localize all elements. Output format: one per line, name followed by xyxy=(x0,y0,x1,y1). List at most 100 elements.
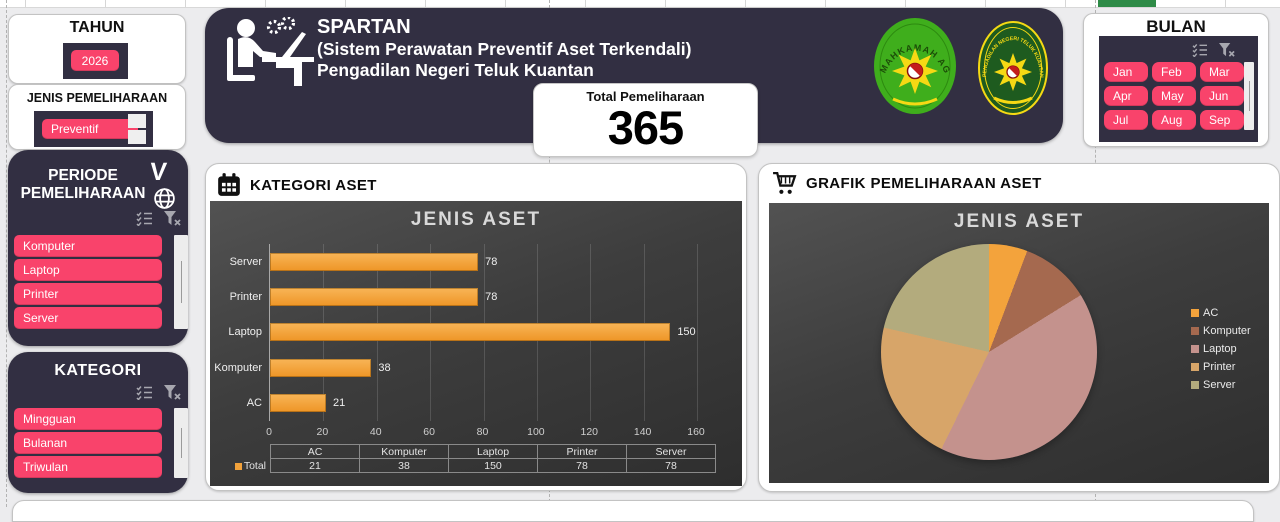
x-tick-label: 160 xyxy=(687,426,705,438)
periode-slicer-toolbar xyxy=(136,210,182,227)
bar xyxy=(270,288,479,307)
multi-select-icon[interactable] xyxy=(1192,43,1208,57)
bar-value-label: 21 xyxy=(333,397,346,410)
gridline xyxy=(697,244,698,421)
periode-slicer-item[interactable]: Server xyxy=(14,307,162,329)
person-at-desk-icon xyxy=(227,17,314,86)
tahun-slicer-box: 2026 xyxy=(63,43,128,79)
bulan-slicer-item[interactable]: Aug xyxy=(1152,110,1196,130)
kategori-slicer-item[interactable]: Bulanan xyxy=(14,432,162,454)
bar-value-label: 78 xyxy=(485,291,498,304)
bulan-slicer-item[interactable]: Jun xyxy=(1200,86,1244,106)
pie xyxy=(881,244,1097,460)
kategori-title: KATEGORI xyxy=(54,362,142,379)
periode-scrollbar[interactable] xyxy=(174,235,188,329)
table-header-cell: Printer xyxy=(537,444,627,459)
legend-marker-icon xyxy=(1191,309,1199,317)
bulan-slicer-item[interactable]: Feb xyxy=(1152,62,1196,82)
highlighted-cell xyxy=(1098,0,1156,7)
calendar-icon xyxy=(218,173,240,196)
bar xyxy=(270,252,479,271)
app-subtitle-2: Pengadilan Negeri Teluk Kuantan xyxy=(317,60,594,80)
page-break-line xyxy=(6,0,7,507)
globe-icon xyxy=(154,188,175,209)
bulan-slicer-item[interactable]: Jul xyxy=(1104,110,1148,130)
x-tick-label: 60 xyxy=(423,426,435,438)
bar xyxy=(270,323,671,342)
legend-label: Server xyxy=(1203,379,1236,391)
bar-plot: Server 78 Printer 78 Laptop 150 Komputer 38 AC 21 xyxy=(214,244,698,421)
periode-slicer-item[interactable]: Komputer xyxy=(14,235,162,257)
kategori-aset-card: KATEGORI ASET JENIS ASET Server 78 Printer… xyxy=(205,163,747,491)
bulan-slicer-item[interactable]: Sep xyxy=(1200,110,1244,130)
legend-marker-icon xyxy=(1191,345,1199,353)
bulan-slicer-toolbar xyxy=(1192,42,1236,58)
periode-slicer-panel: PERIODE PEMELIHARAAN V Komputer Laptop Pri… xyxy=(8,150,188,346)
bulan-scrollbar[interactable] xyxy=(1244,62,1254,130)
total-label: Total Pemeliharaan xyxy=(586,89,705,104)
x-tick-label: 20 xyxy=(316,426,329,438)
bar-category-label: Laptop xyxy=(228,326,262,339)
table-value-cell: 21 xyxy=(270,458,360,473)
app-title: SPARTAN xyxy=(317,16,411,38)
multi-select-icon[interactable] xyxy=(136,211,153,226)
bulan-slicer-item[interactable]: Jan xyxy=(1104,62,1148,82)
bar-row: AC 21 xyxy=(247,386,697,421)
tahun-filter-card: TAHUN 2026 xyxy=(8,14,186,84)
clear-filter-icon[interactable] xyxy=(1218,42,1236,58)
bulan-slicer-item[interactable]: Mar xyxy=(1200,62,1244,82)
bar-row: Printer 78 xyxy=(230,279,697,314)
jenis-filter-card: JENIS PEMELIHARAAN Preventif xyxy=(8,84,186,150)
shopping-cart-icon xyxy=(773,171,797,194)
bar-data-table: AC Komputer Laptop Printer Server Total 21 38 15… xyxy=(226,444,716,473)
table-header-cell: Komputer xyxy=(359,444,449,459)
multi-select-icon[interactable] xyxy=(136,385,153,400)
bar-value-label: 78 xyxy=(485,255,498,268)
x-tick-label: 0 xyxy=(266,426,272,438)
bar-row: Komputer 38 xyxy=(214,350,697,385)
bulan-slicer-item[interactable]: May xyxy=(1152,86,1196,106)
bar-section-heading: KATEGORI ASET xyxy=(250,176,377,194)
pie-legend: AC Komputer Laptop Printer Server xyxy=(1191,307,1251,391)
periode-slicer-list: Komputer Laptop Printer Server xyxy=(14,235,162,329)
bulan-filter-card: BULAN Jan Feb Mar Apr May Jun Jul Aug Sep xyxy=(1083,13,1269,147)
bar-chart: JENIS ASET Server 78 Printer 78 Laptop 150 Kom… xyxy=(210,201,742,486)
table-legend-spacer xyxy=(226,445,271,459)
total-pemeliharaan-card: Total Pemeliharaan 365 xyxy=(533,83,758,157)
jenis-slicer-box: Preventif xyxy=(34,111,153,147)
kategori-slicer-item[interactable]: Triwulan xyxy=(14,456,162,478)
spinner-up[interactable] xyxy=(128,114,146,128)
maintenance-type-slicer-button[interactable]: Preventif xyxy=(42,119,138,139)
bar-chart-title: JENIS ASET xyxy=(410,209,542,230)
kategori-slicer-list: Mingguan Bulanan Triwulan xyxy=(14,408,162,478)
table-series-legend: Total xyxy=(226,459,271,473)
legend-label: Komputer xyxy=(1203,325,1251,337)
kategori-slicer-item[interactable]: Mingguan xyxy=(14,408,162,430)
bottom-card-edge xyxy=(12,500,1254,522)
periode-slicer-item[interactable]: Laptop xyxy=(14,259,162,281)
x-tick-label: 40 xyxy=(369,426,382,438)
bar-x-axis: 0 20 40 60 80 100 120 140 160 xyxy=(266,426,705,440)
pie-chart-title: JENIS ASET xyxy=(953,211,1085,232)
spinner-down[interactable] xyxy=(128,130,146,144)
x-tick-label: 140 xyxy=(633,426,652,438)
pn-teluk-kuantan-logo: PENGADILAN NEGERI TELUK KUANTAN xyxy=(978,21,1048,115)
app-subtitle-1: (Sistem Perawatan Preventif Aset Terkend… xyxy=(317,39,692,59)
periode-title-line2: PEMELIHARAAN xyxy=(20,185,146,202)
kategori-slicer-panel: KATEGORI Mingguan Bulanan Triwulan xyxy=(8,352,188,493)
clear-filter-icon[interactable] xyxy=(163,210,182,227)
legend-item: Laptop xyxy=(1191,343,1251,355)
periode-slicer-item[interactable]: Printer xyxy=(14,283,162,305)
kategori-scrollbar[interactable] xyxy=(174,408,188,478)
legend-label: AC xyxy=(1203,307,1219,319)
legend-item: AC xyxy=(1191,307,1251,319)
legend-item: Komputer xyxy=(1191,325,1251,337)
bulan-slicer-item[interactable]: Apr xyxy=(1104,86,1148,106)
clear-filter-icon[interactable] xyxy=(163,384,182,401)
bar-category-label: Printer xyxy=(229,291,262,304)
bar-row: Server 78 xyxy=(230,244,697,279)
year-slicer-button[interactable]: 2026 xyxy=(71,50,119,71)
x-tick-label: 80 xyxy=(476,426,489,438)
table-value-cell: 150 xyxy=(448,458,538,473)
bar-value-label: 150 xyxy=(677,326,696,339)
